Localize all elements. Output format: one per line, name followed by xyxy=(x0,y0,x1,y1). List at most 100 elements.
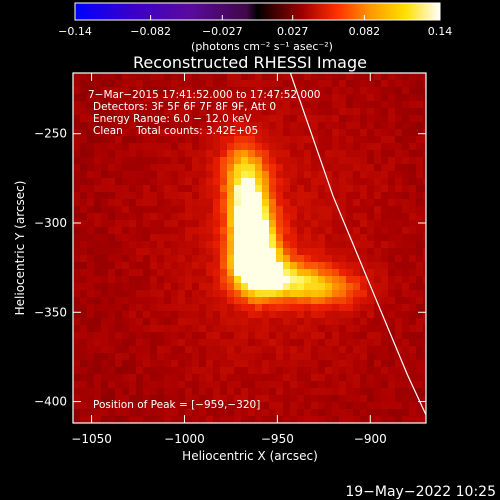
heatmap-cell xyxy=(122,87,130,95)
heatmap-cell xyxy=(178,241,186,249)
heatmap-cell xyxy=(381,269,389,277)
heatmap-cell xyxy=(360,304,368,312)
heatmap-cell xyxy=(87,234,95,242)
heatmap-cell xyxy=(395,346,403,354)
heatmap-cell xyxy=(234,220,242,228)
heatmap-cell xyxy=(346,185,354,193)
heatmap-cell xyxy=(122,73,130,81)
heatmap-cell xyxy=(234,241,242,249)
heatmap-cell xyxy=(206,129,214,137)
heatmap-cell xyxy=(80,150,88,158)
heatmap-cell xyxy=(101,108,109,116)
heatmap-cell xyxy=(234,185,242,193)
heatmap-cell xyxy=(388,80,396,88)
heatmap-cell xyxy=(157,297,165,305)
heatmap-cell xyxy=(360,129,368,137)
heatmap-cell xyxy=(416,395,424,403)
heatmap-cell xyxy=(101,325,109,333)
heatmap-cell xyxy=(325,136,333,144)
heatmap-cell xyxy=(374,395,382,403)
heatmap-cell xyxy=(73,255,81,263)
heatmap-cell xyxy=(262,332,270,340)
heatmap-cell xyxy=(178,388,186,396)
heatmap-cell xyxy=(269,206,277,214)
heatmap-cell xyxy=(94,227,102,235)
heatmap-cell xyxy=(276,171,284,179)
heatmap-cell xyxy=(409,213,417,221)
heatmap-cell xyxy=(164,192,172,200)
heatmap-cell xyxy=(122,185,130,193)
heatmap-cell xyxy=(73,290,81,298)
heatmap-cell xyxy=(311,276,319,284)
heatmap-cell xyxy=(248,416,256,423)
heatmap-cell xyxy=(367,101,375,109)
heatmap-cell xyxy=(297,381,305,389)
heatmap-cell xyxy=(381,339,389,347)
heatmap-cell xyxy=(360,115,368,123)
heatmap-cell xyxy=(220,192,228,200)
heatmap-cell xyxy=(185,122,193,130)
heatmap-cell xyxy=(73,353,81,361)
heatmap-cell xyxy=(143,157,151,165)
heatmap-cell xyxy=(171,73,179,81)
heatmap-cell xyxy=(241,206,249,214)
heatmap-cell xyxy=(423,339,426,347)
heatmap-cell xyxy=(122,101,130,109)
heatmap-cell xyxy=(241,311,249,319)
heatmap-cell xyxy=(269,353,277,361)
heatmap-cell xyxy=(192,227,200,235)
heatmap-cell xyxy=(276,136,284,144)
heatmap-cell xyxy=(94,297,102,305)
heatmap-cell xyxy=(262,255,270,263)
heatmap-cell xyxy=(164,360,172,368)
heatmap-cell xyxy=(283,311,291,319)
heatmap-cell xyxy=(367,374,375,382)
heatmap-cell xyxy=(276,276,284,284)
heatmap-cell xyxy=(143,395,151,403)
heatmap-cell xyxy=(269,262,277,270)
heatmap-cell xyxy=(108,108,116,116)
heatmap-cell xyxy=(381,402,389,410)
heatmap-cell xyxy=(220,220,228,228)
heatmap-cell xyxy=(374,318,382,326)
heatmap-cell xyxy=(94,185,102,193)
heatmap-cell xyxy=(409,290,417,298)
heatmap-cell xyxy=(164,87,172,95)
heatmap-cell xyxy=(199,409,207,417)
heatmap-cell xyxy=(346,395,354,403)
heatmap-cell xyxy=(143,234,151,242)
heatmap-cell xyxy=(318,108,326,116)
heatmap-cell xyxy=(234,206,242,214)
heatmap-cell xyxy=(353,150,361,158)
heatmap-cell xyxy=(122,157,130,165)
heatmap-cell xyxy=(101,276,109,284)
heatmap-cell xyxy=(276,164,284,172)
heatmap-cell xyxy=(220,80,228,88)
heatmap-cell xyxy=(80,304,88,312)
heatmap-cell xyxy=(353,346,361,354)
heatmap-cell xyxy=(150,213,158,221)
heatmap-cell xyxy=(367,178,375,186)
heatmap-cell xyxy=(199,311,207,319)
heatmap-cell xyxy=(178,255,186,263)
heatmap-cell xyxy=(234,304,242,312)
heatmap-cell xyxy=(423,248,426,256)
heatmap-cell xyxy=(297,325,305,333)
heatmap-cell xyxy=(192,94,200,102)
heatmap-cell xyxy=(220,185,228,193)
heatmap-cell xyxy=(185,381,193,389)
heatmap-cell xyxy=(339,94,347,102)
heatmap-cell xyxy=(220,206,228,214)
heatmap-cell xyxy=(332,269,340,277)
heatmap-cell xyxy=(185,255,193,263)
heatmap-cell xyxy=(108,157,116,165)
heatmap-cell xyxy=(129,227,137,235)
heatmap-cell xyxy=(164,353,172,361)
heatmap-cell xyxy=(101,234,109,242)
heatmap-cell xyxy=(402,283,410,291)
heatmap-cell xyxy=(304,346,312,354)
heatmap-cell xyxy=(136,290,144,298)
heatmap-cell xyxy=(353,94,361,102)
heatmap-cell xyxy=(87,248,95,256)
heatmap-cell xyxy=(339,199,347,207)
